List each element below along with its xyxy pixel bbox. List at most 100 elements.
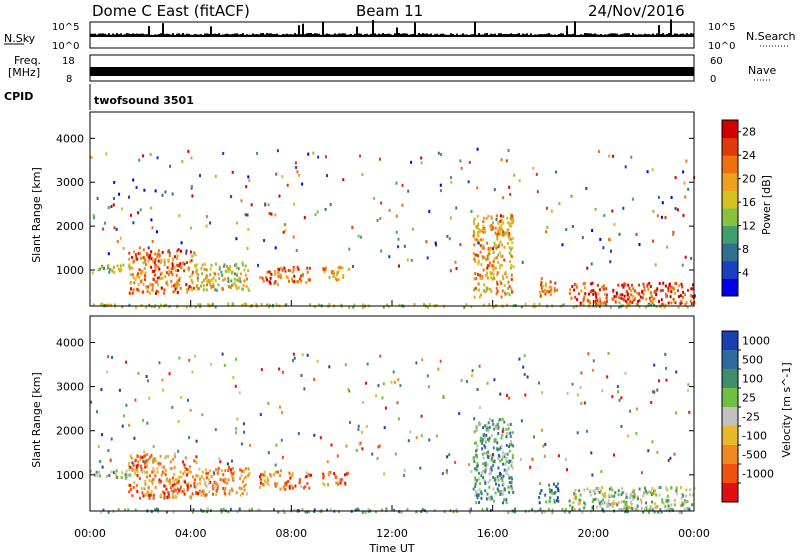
- echo-cell: [499, 263, 502, 267]
- echo-cell: [505, 159, 508, 163]
- echo-cell: [505, 456, 508, 460]
- nsky-sample: [174, 34, 176, 37]
- echo-cell: [526, 375, 529, 379]
- echo-cell: [209, 279, 212, 283]
- freq-trace: [90, 67, 694, 76]
- echo-cell: [109, 268, 111, 272]
- echo-cell: [235, 357, 238, 361]
- echo-cell: [676, 208, 679, 212]
- echo-cell: [124, 508, 127, 512]
- echo-cell: [171, 484, 174, 488]
- echo-cell: [187, 267, 190, 271]
- echo-cell: [227, 280, 230, 283]
- nsky-sample: [272, 33, 274, 37]
- echo-cell: [205, 268, 208, 272]
- nsky-sample: [144, 34, 146, 37]
- echo-cell: [553, 500, 556, 504]
- echo-cell: [629, 496, 632, 500]
- echo-cell: [286, 183, 289, 187]
- echo-cell: [174, 488, 177, 492]
- echo-cell: [281, 410, 284, 414]
- nsky-sample: [128, 33, 130, 37]
- echo-cell: [650, 303, 653, 307]
- echo-cell: [498, 230, 501, 234]
- nsky-sample: [178, 33, 180, 37]
- nsky-sample: [444, 34, 446, 37]
- echo-cell: [509, 192, 512, 196]
- echo-cell: [176, 263, 179, 267]
- echo-cell: [607, 351, 610, 355]
- echo-cell: [139, 458, 142, 462]
- echo-cell: [209, 273, 212, 277]
- echo-cell: [300, 279, 303, 283]
- echo-cell: [119, 236, 122, 240]
- nsky-sample: [558, 33, 560, 37]
- nsky-sample: [310, 33, 312, 37]
- echo-cell: [684, 195, 687, 199]
- echo-cell: [140, 467, 143, 471]
- echo-cell: [686, 500, 689, 504]
- nsky-sample: [90, 33, 92, 37]
- echo-cell: [250, 303, 253, 307]
- echo-cell: [635, 432, 638, 435]
- echo-cell: [189, 408, 192, 412]
- echo-cell: [423, 303, 425, 307]
- echo-cell: [493, 438, 496, 442]
- echo-cell: [680, 294, 682, 298]
- echo-cell: [337, 483, 339, 487]
- echo-cell: [191, 288, 194, 292]
- echo-cell: [137, 283, 140, 287]
- echo-cell: [185, 473, 188, 477]
- echo-cell: [586, 487, 589, 491]
- echo-cell: [214, 481, 217, 485]
- echo-cell: [488, 252, 491, 255]
- echo-cell: [500, 436, 503, 440]
- echo-cell: [592, 292, 595, 296]
- echo-cell: [235, 272, 238, 276]
- echo-cell: [511, 290, 514, 294]
- power-colorbar-segment: [722, 243, 738, 262]
- echo-cell: [638, 305, 641, 309]
- echo-cell: [673, 300, 676, 303]
- echo-cell: [382, 305, 385, 309]
- echo-cell: [173, 465, 176, 469]
- echo-cell: [158, 480, 161, 484]
- nsky-sample: [206, 33, 208, 37]
- echo-cell: [540, 281, 543, 285]
- echo-cell: [494, 491, 497, 495]
- echo-cell: [601, 285, 603, 289]
- echo-cell: [442, 394, 445, 398]
- echo-cell: [548, 290, 551, 294]
- nsky-sample: [662, 33, 664, 37]
- echo-cell: [338, 510, 340, 514]
- echo-cell: [588, 489, 591, 493]
- echo-cell: [128, 303, 131, 307]
- echo-cell: [557, 454, 560, 458]
- echo-cell: [171, 192, 174, 196]
- echo-cell: [407, 439, 410, 443]
- nsky-sample: [680, 33, 682, 37]
- echo-cell: [657, 195, 660, 199]
- echo-cell: [602, 246, 605, 250]
- echo-cell: [156, 156, 159, 160]
- nsky-sample: [452, 34, 454, 37]
- echo-cell: [134, 398, 137, 402]
- nave-tick-bottom: 0: [710, 74, 716, 85]
- echo-cell: [101, 265, 104, 269]
- echo-cell: [174, 287, 177, 291]
- echo-cell: [502, 462, 505, 466]
- echo-cell: [492, 260, 495, 264]
- echo-cell: [661, 500, 664, 504]
- echo-cell: [159, 462, 162, 466]
- echo-cell: [115, 473, 117, 477]
- echo-cell: [297, 267, 300, 271]
- echo-cell: [183, 492, 186, 496]
- echo-cell: [259, 485, 261, 489]
- echo-cell: [556, 288, 559, 292]
- echo-cell: [488, 439, 490, 443]
- echo-cell: [502, 482, 505, 486]
- echo-cell: [189, 275, 192, 279]
- echo-cell: [199, 303, 202, 307]
- echo-cell: [599, 301, 602, 305]
- echo-cell: [500, 263, 503, 267]
